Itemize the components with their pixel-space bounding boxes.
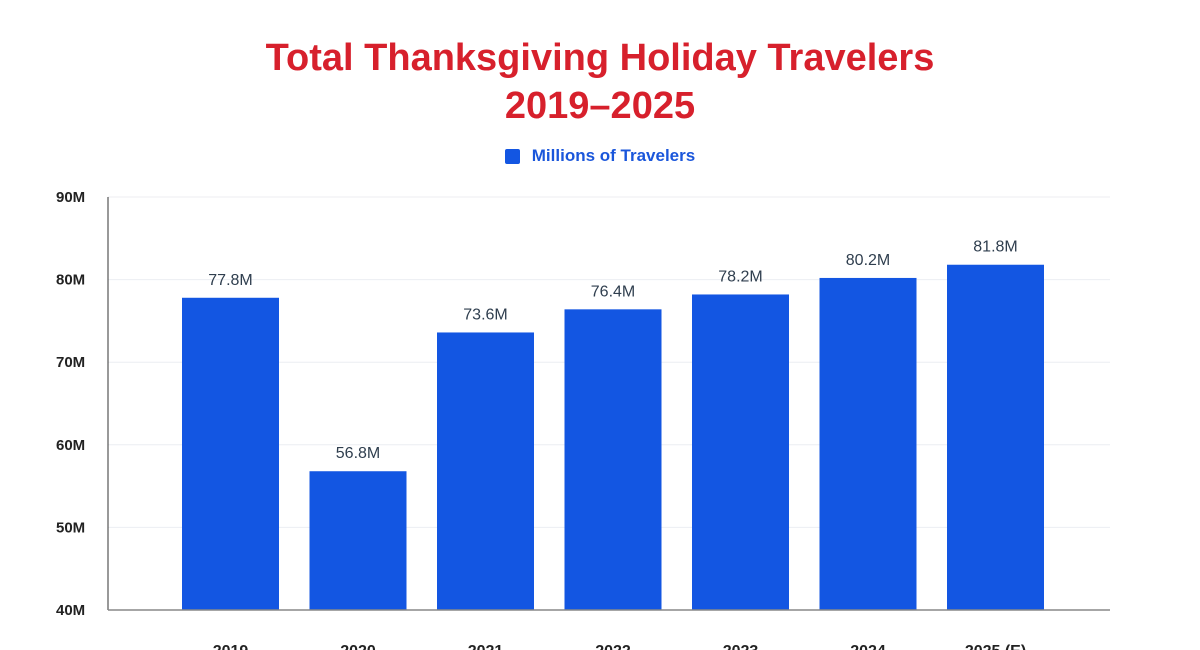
legend-swatch xyxy=(504,148,520,164)
x-tick-label: 2021 xyxy=(468,643,504,650)
data-label: 56.8M xyxy=(336,445,380,462)
y-tick-label: 60M xyxy=(56,437,85,454)
chart-title-line1: Total Thanksgiving Holiday Travelers xyxy=(265,37,935,79)
data-label: 81.8M xyxy=(973,239,1017,256)
x-tick-label: 2025 (E) xyxy=(965,643,1026,650)
y-tick-label: 50M xyxy=(56,519,85,536)
legend: Millions of Travelers xyxy=(0,146,1200,166)
bar xyxy=(947,264,1044,610)
bar xyxy=(819,277,917,610)
y-tick-label: 80M xyxy=(56,272,85,289)
chart-title-line2: 2019–2025 xyxy=(504,85,696,127)
y-tick-label: 70M xyxy=(56,354,85,371)
data-label: 77.8M xyxy=(208,272,252,289)
y-tick-label: 40M xyxy=(56,602,85,619)
bar xyxy=(437,332,534,610)
bar xyxy=(692,294,789,610)
data-label: 76.4M xyxy=(591,283,635,300)
data-label: 80.2M xyxy=(846,252,890,269)
x-tick-label: 2020 xyxy=(340,643,376,650)
data-label: 73.6M xyxy=(463,306,507,323)
x-tick-label: 2019 xyxy=(213,643,249,650)
x-tick-label: 2024 xyxy=(850,643,886,650)
bar xyxy=(309,471,407,610)
x-tick-label: 2023 xyxy=(723,643,759,650)
data-label: 78.2M xyxy=(718,268,762,285)
bar xyxy=(564,309,662,610)
y-tick-label: 90M xyxy=(56,189,85,206)
x-tick-label: 2022 xyxy=(595,643,631,650)
chart-title: Total Thanksgiving Holiday Travelers 201… xyxy=(0,34,1200,130)
legend-label: Millions of Travelers xyxy=(531,146,696,165)
bar xyxy=(182,297,279,610)
